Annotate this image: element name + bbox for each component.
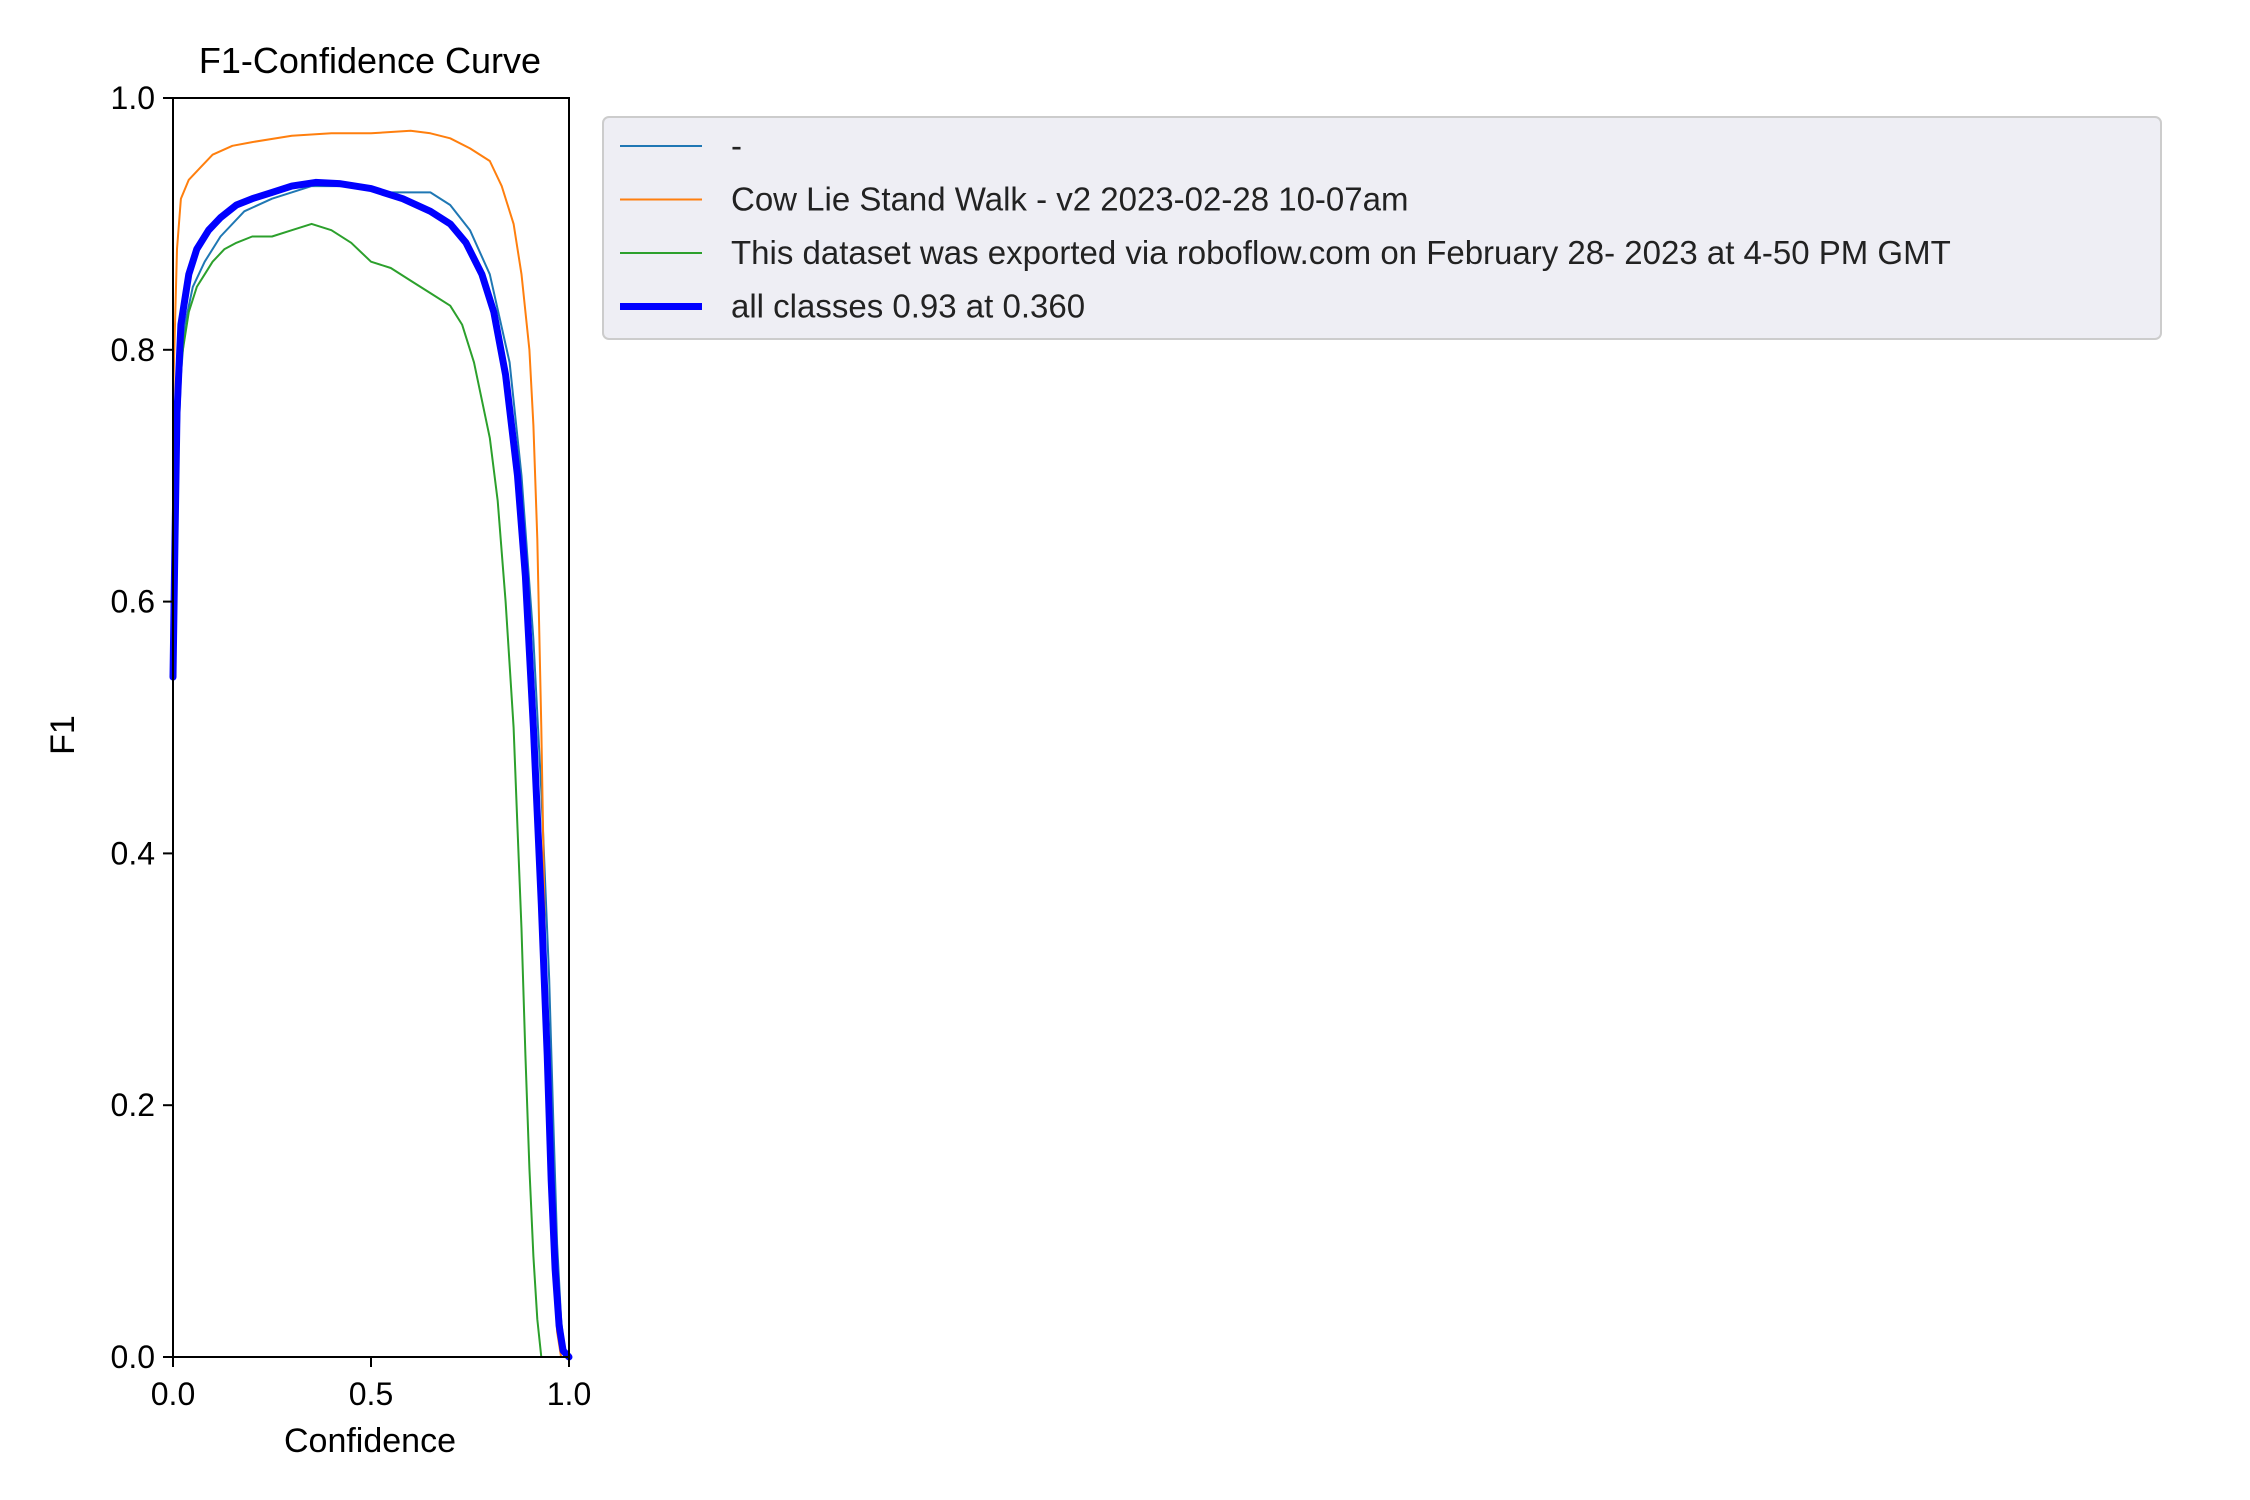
series-line-1	[172, 129, 570, 1358]
legend-box	[602, 116, 2162, 340]
x-tick-label: 1.0	[547, 1376, 591, 1412]
series-line-3	[169, 178, 573, 1361]
plot-frame	[172, 97, 570, 1358]
y-tick-label: 0.2	[111, 1087, 155, 1123]
y-axis: 0.0 0.2 0.4 0.6 0.8 1.0	[111, 80, 173, 1375]
legend: - Cow Lie Stand Walk - v2 2023-02-28 10-0…	[602, 116, 2162, 340]
y-tick-label: 0.6	[111, 584, 155, 620]
legend-label-0: -	[731, 127, 742, 164]
plot-area	[169, 97, 573, 1361]
y-tick-label: 0.0	[111, 1339, 155, 1375]
series-line-0	[172, 185, 570, 1358]
x-tick-label: 0.0	[151, 1376, 195, 1412]
legend-label-2: This dataset was exported via roboflow.c…	[731, 234, 1951, 271]
legend-label-3: all classes 0.93 at 0.360	[731, 288, 1085, 325]
series-layer	[169, 129, 573, 1361]
y-tick-label: 1.0	[111, 80, 155, 116]
chart-title: F1-Confidence Curve	[199, 40, 541, 81]
series-line-2	[172, 222, 570, 1358]
y-tick-label: 0.8	[111, 332, 155, 368]
y-axis-label: F1	[44, 715, 82, 755]
legend-label-1: Cow Lie Stand Walk - v2 2023-02-28 10-07…	[731, 181, 1408, 218]
y-tick-label: 0.4	[111, 835, 155, 871]
x-tick-label: 0.5	[349, 1376, 393, 1412]
x-axis: 0.0 0.5 1.0	[151, 1357, 591, 1412]
x-axis-label: Confidence	[284, 1422, 456, 1460]
